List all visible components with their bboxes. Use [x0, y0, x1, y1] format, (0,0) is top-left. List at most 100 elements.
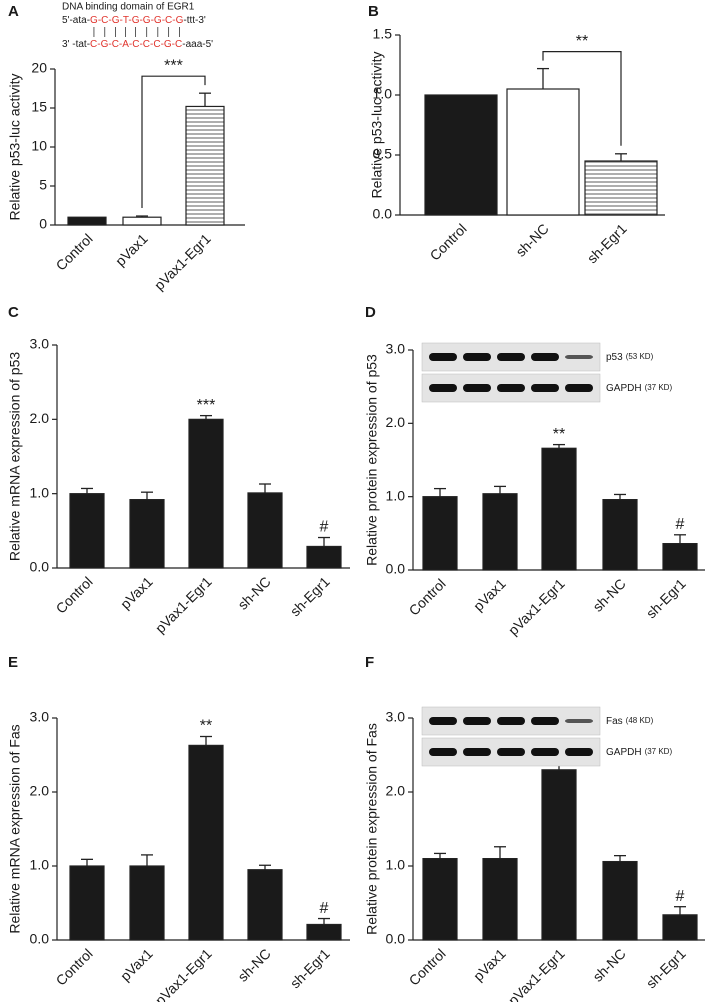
y-tick-label: 1.5 [373, 26, 393, 42]
blot-band [497, 748, 525, 756]
sequence-line: 3' -tat-C-G-C-A-C-C-C-G-C-aaa-5' [62, 39, 213, 50]
blot-band [463, 748, 491, 756]
y-tick-label: 3.0 [386, 341, 406, 357]
blot-size: (37 KD) [645, 383, 673, 392]
bar [306, 545, 342, 569]
y-tick-label: 2.0 [386, 783, 406, 799]
significance-label: ** [576, 33, 588, 50]
bar [67, 216, 107, 226]
bar [482, 857, 518, 941]
y-tick-label: 1.0 [30, 857, 50, 873]
y-tick-label: 0.0 [373, 206, 393, 222]
sequence-part: -ttt-3' [183, 15, 206, 26]
x-tick-label: sh-NC [234, 945, 273, 984]
blot-name: GAPDH [606, 383, 642, 394]
blot-band [565, 719, 593, 723]
significance-label: *** [197, 397, 216, 414]
blot-band [497, 384, 525, 392]
panel-label: A [8, 3, 19, 20]
x-tick-label: sh-Egr1 [287, 945, 333, 991]
y-tick-label: 15 [31, 99, 47, 115]
bar [306, 923, 342, 941]
sequence-title: DNA binding domain of EGR1 [62, 2, 195, 13]
bar [584, 160, 658, 216]
x-tick-label: Control [427, 220, 470, 263]
blot-name: Fas [606, 716, 623, 727]
blot-label: p53 (53 KD) [606, 352, 654, 363]
x-tick-label: sh-NC [234, 573, 273, 612]
significance-label: # [320, 900, 329, 917]
blot-band [429, 748, 457, 756]
blot-band [463, 384, 491, 392]
x-tick-label: pVax1 [470, 575, 509, 614]
y-tick-label: 3.0 [30, 336, 50, 352]
bar [541, 447, 577, 571]
x-tick-label: pVax1 [470, 945, 509, 984]
y-tick-label: 2.0 [30, 783, 50, 799]
significance-label: # [676, 888, 685, 905]
blot-name: p53 [606, 352, 623, 363]
x-tick-label: sh-NC [512, 220, 551, 259]
x-tick-label: pVax1-Egr1 [152, 945, 215, 1002]
blot-band [429, 353, 457, 361]
panel-label: F [365, 654, 374, 671]
significance-label: ** [200, 718, 212, 735]
blot-band [565, 748, 593, 756]
bar [247, 869, 283, 941]
sequence-part: 5'-ata- [62, 15, 90, 26]
y-axis-label: Relative p53-luc activity [369, 51, 385, 198]
bar [662, 542, 698, 571]
y-tick-label: 2.0 [386, 414, 406, 430]
blot-band [463, 717, 491, 725]
bar [506, 88, 580, 216]
bar [424, 94, 498, 216]
blot-size: (53 KD) [626, 352, 654, 361]
y-axis-label: Relative mRNA expression of Fas [7, 724, 23, 933]
y-tick-label: 0 [39, 216, 47, 232]
significance-label: *** [164, 57, 183, 74]
bar [422, 857, 458, 941]
blot-size: (48 KD) [626, 716, 654, 725]
y-tick-label: 0.0 [386, 561, 406, 577]
y-tick-label: 0.5 [373, 146, 393, 162]
x-tick-label: pVax1-Egr1 [505, 575, 568, 638]
x-tick-label: pVax1-Egr1 [152, 573, 215, 636]
panel-label: D [365, 304, 376, 321]
y-axis-label: Relative protein expression of p53 [364, 354, 380, 566]
panel-label: C [8, 304, 19, 321]
blot-band [565, 355, 593, 359]
panel-label: E [8, 654, 18, 671]
bar [188, 744, 224, 941]
bar [129, 499, 165, 569]
significance-bracket [141, 75, 206, 209]
y-tick-label: 2.0 [30, 410, 50, 426]
sequence-part: -aaa-5' [182, 39, 213, 50]
blot-label: GAPDH (37 KD) [606, 747, 672, 758]
sequence-line: 5'-ata-G-C-G-T-G-G-G-C-G-ttt-3' [62, 15, 206, 26]
bar [129, 865, 165, 941]
y-axis-label: Relative mRNA expression of p53 [7, 352, 23, 562]
bar [69, 493, 105, 569]
bar [422, 496, 458, 571]
y-tick-label: 10 [31, 138, 47, 154]
y-tick-label: 0.0 [30, 931, 50, 947]
blot-band [565, 384, 593, 392]
blot-band [531, 717, 559, 725]
significance-label: ** [553, 426, 565, 443]
bar [185, 105, 225, 226]
bar [602, 860, 638, 941]
bar [541, 769, 577, 941]
blot-size: (37 KD) [645, 747, 673, 756]
x-tick-label: pVax1 [117, 945, 156, 984]
x-tick-label: pVax1-Egr1 [505, 945, 568, 1002]
blot-band [531, 384, 559, 392]
x-tick-label: pVax1-Egr1 [151, 230, 214, 293]
y-axis-label: Relative protein expression of Fas [364, 723, 380, 935]
x-tick-label: pVax1 [112, 230, 151, 269]
x-tick-label: Control [53, 945, 96, 988]
x-tick-label: Control [406, 575, 449, 618]
sequence-part: G-C-G-T-G-G-G-C-G [90, 15, 184, 26]
x-tick-label: Control [53, 573, 96, 616]
x-tick-label: sh-Egr1 [643, 575, 689, 621]
